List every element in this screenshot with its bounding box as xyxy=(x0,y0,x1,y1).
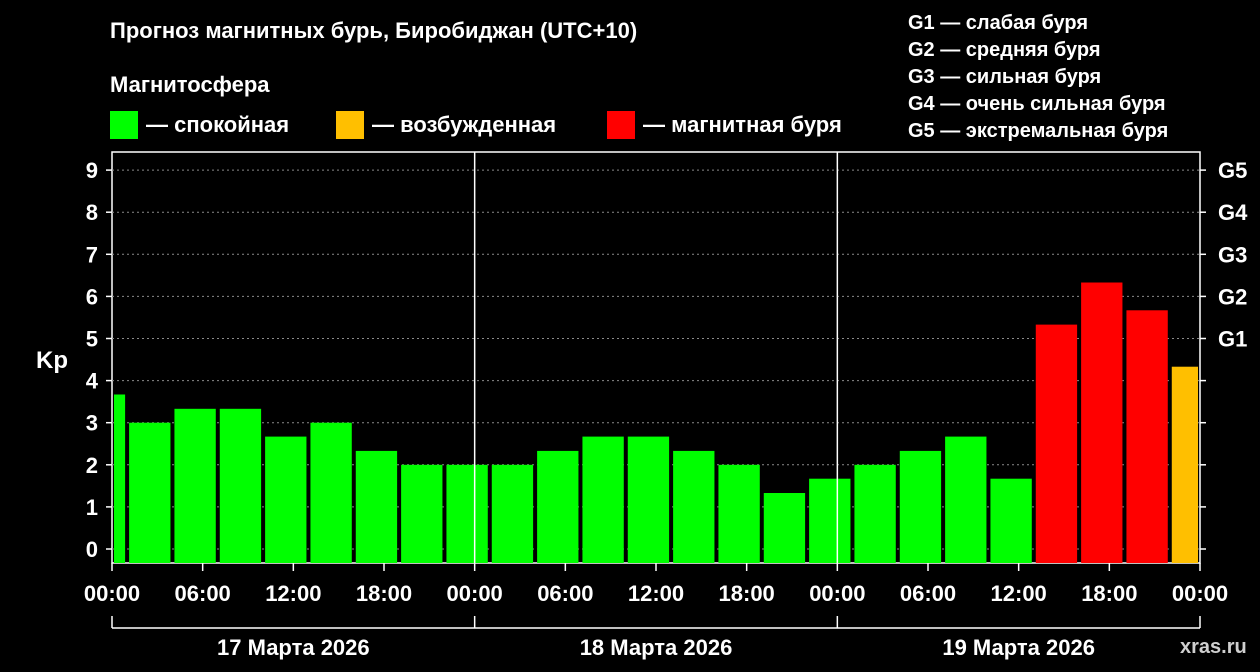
kp-bar xyxy=(537,450,579,563)
kp-bar xyxy=(174,408,216,563)
day-label: 18 Марта 2026 xyxy=(580,635,733,660)
y-tick-label: 3 xyxy=(86,411,98,436)
kp-bar xyxy=(1171,366,1198,563)
kp-bar xyxy=(627,436,670,563)
day-label: 17 Марта 2026 xyxy=(217,635,370,660)
y-tick-label: 7 xyxy=(86,242,98,267)
kp-bar xyxy=(718,464,760,563)
kp-bar xyxy=(809,478,851,563)
legend-label-quiet: — спокойная xyxy=(146,112,290,137)
x-tick-label: 00:00 xyxy=(84,581,140,606)
legend-swatch-storm xyxy=(607,111,635,139)
x-tick-label: 06:00 xyxy=(900,581,956,606)
kp-bar xyxy=(401,464,443,563)
day-label: 19 Марта 2026 xyxy=(942,635,1095,660)
g-scale-item-g3: G3 — сильная буря xyxy=(908,66,1102,88)
x-tick-label: 06:00 xyxy=(537,581,593,606)
x-tick-label: 12:00 xyxy=(265,581,321,606)
y-tick-label: 4 xyxy=(86,369,99,394)
legend-item-active: — возбужденная xyxy=(336,110,556,140)
legend-label-storm: — магнитная буря xyxy=(643,112,842,137)
legend-swatch-quiet xyxy=(110,111,138,139)
kp-bar xyxy=(265,436,307,563)
x-tick-label: 00:00 xyxy=(809,581,865,606)
g-scale-list: G1 — слабая буря G2 — средняя буря G3 — … xyxy=(908,10,1168,145)
kp-bar xyxy=(763,493,806,563)
x-tick-label: 06:00 xyxy=(175,581,231,606)
kp-bar xyxy=(990,478,1032,563)
x-tick-label: 00:00 xyxy=(447,581,503,606)
legend-heading: Магнитосфера xyxy=(110,72,270,97)
y-tick-label: 6 xyxy=(86,284,98,309)
y-tick-label: 5 xyxy=(86,327,98,352)
kp-bar xyxy=(491,464,534,563)
g-tick-label: G3 xyxy=(1218,242,1247,267)
legend-item-storm: — магнитная буря xyxy=(607,110,842,140)
kp-bar xyxy=(1035,324,1078,563)
kp-bar xyxy=(1081,282,1123,563)
g-tick-label: G4 xyxy=(1218,200,1248,225)
x-tick-label: 18:00 xyxy=(356,581,412,606)
y-tick-label: 8 xyxy=(86,200,98,225)
g-scale-item-g5: G5 — экстремальная буря xyxy=(908,120,1169,142)
kp-bar xyxy=(945,436,987,563)
chart-title: Прогноз магнитных бурь, Биробиджан (UTC+… xyxy=(110,18,638,43)
g-tick-label: G1 xyxy=(1218,327,1247,352)
kp-bar xyxy=(446,464,488,563)
x-tick-label: 12:00 xyxy=(991,581,1047,606)
kp-bar xyxy=(310,422,352,563)
kp-bar xyxy=(355,450,398,563)
legend-swatch-active xyxy=(336,111,364,139)
y-tick-label: 2 xyxy=(86,453,98,478)
kp-bar xyxy=(114,394,126,563)
kp-bar xyxy=(129,422,171,563)
kp-bar xyxy=(673,450,715,563)
g-tick-label: G2 xyxy=(1218,284,1247,309)
g-scale-item-g1: G1 — слабая буря xyxy=(908,12,1089,34)
y-tick-label: 1 xyxy=(86,495,98,520)
g-scale-item-g4: G4 — очень сильная буря xyxy=(908,93,1166,115)
y-axis-label: Kp xyxy=(36,347,68,374)
site-credit: xras.ru xyxy=(1180,636,1247,658)
legend-item-quiet: — спокойная xyxy=(110,110,289,140)
g-scale-item-g2: G2 — средняя буря xyxy=(908,39,1101,61)
x-tick-label: 12:00 xyxy=(628,581,684,606)
x-tick-label: 18:00 xyxy=(1081,581,1137,606)
x-tick-label: 18:00 xyxy=(719,581,775,606)
y-tick-label: 0 xyxy=(86,537,98,562)
kp-bar xyxy=(899,450,942,563)
kp-bar xyxy=(219,408,262,563)
g-tick-label: G5 xyxy=(1218,158,1247,183)
x-tick-label: 00:00 xyxy=(1172,581,1228,606)
y-tick-label: 9 xyxy=(86,158,98,183)
legend-label-active: — возбужденная xyxy=(372,112,557,137)
kp-bar xyxy=(1126,310,1168,563)
kp-bar xyxy=(854,464,896,563)
kp-bar xyxy=(582,436,624,563)
